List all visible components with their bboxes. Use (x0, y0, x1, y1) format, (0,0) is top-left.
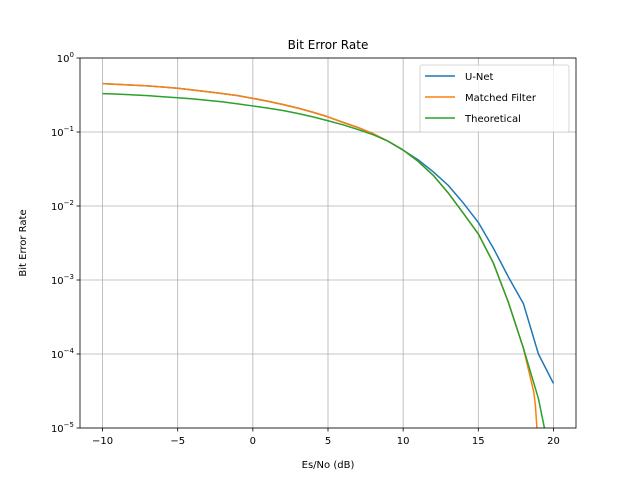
x-axis-ticks: −10 −5 0 5 10 15 20 (92, 428, 560, 447)
y-axis-ticks: 10−5 10−4 10−3 10−2 10−1 100 (51, 51, 80, 435)
x-tick-label: −5 (170, 436, 185, 447)
legend-box (419, 64, 570, 133)
legend-label-u-net: U-Net (465, 72, 494, 83)
series-line-theoretical (102, 92, 546, 428)
x-tick-label: −10 (92, 436, 113, 447)
x-tick-label: 15 (472, 436, 485, 447)
series-lines (102, 82, 555, 428)
legend-label-theoretical: Theoretical (464, 114, 521, 125)
y-tick-label: 100 (57, 51, 74, 65)
y-tick-label: 10−4 (51, 347, 75, 361)
y-axis-label: Bit Error Rate (18, 209, 29, 276)
y-tick-label: 10−1 (51, 125, 74, 139)
x-axis-label: Es/No (dB) (302, 460, 355, 471)
x-tick-label: 5 (325, 436, 331, 447)
y-tick-label: 10−2 (51, 199, 74, 213)
chart-title: Bit Error Rate (288, 38, 369, 52)
x-tick-label: 0 (250, 436, 256, 447)
x-tick-label: 20 (547, 436, 560, 447)
legend-label-matched-filter: Matched Filter (465, 93, 537, 104)
y-tick-label: 10−3 (51, 273, 74, 287)
x-tick-label: 10 (397, 436, 410, 447)
legend: U-Net Matched Filter Theoretical (419, 64, 570, 133)
y-tick-label: 10−5 (51, 421, 74, 435)
